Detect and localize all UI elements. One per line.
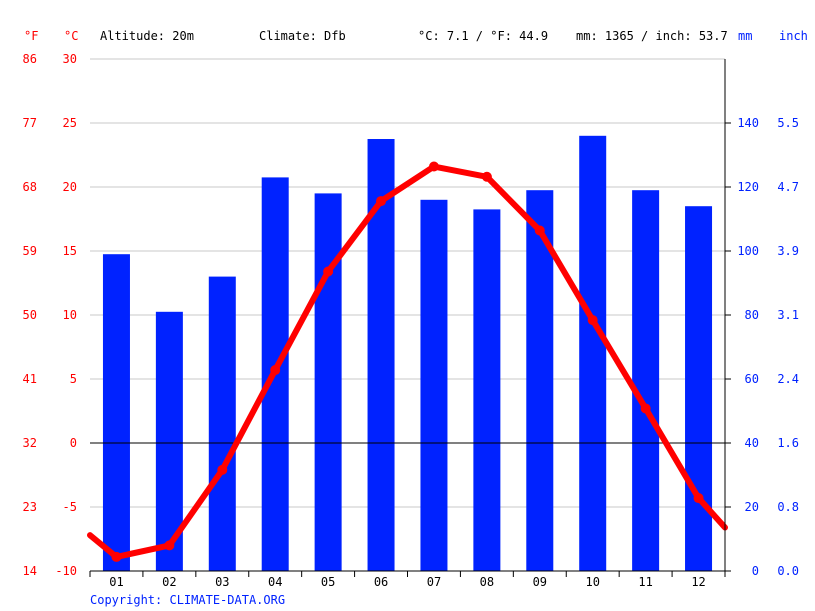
celsius-tick-label: 30: [63, 52, 77, 66]
mm-tick-label: 80: [745, 308, 759, 322]
precipitation-bar: [526, 190, 554, 571]
fahrenheit-tick-label: 41: [23, 372, 37, 386]
fahrenheit-tick-label: 50: [23, 308, 37, 322]
precipitation-total-label: mm: 1365 / inch: 53.7: [576, 29, 728, 43]
precipitation-bar: [208, 276, 236, 571]
unit-mm-label: mm: [738, 29, 752, 43]
inch-tick-label: 4.7: [777, 180, 799, 194]
temperature-point: [640, 403, 651, 414]
month-tick-label: 07: [427, 575, 441, 589]
inch-tick-label: 5.5: [777, 116, 799, 130]
mm-tick-label: 140: [737, 116, 759, 130]
temperature-average-label: °C: 7.1 / °F: 44.9: [418, 29, 548, 43]
month-tick-label: 12: [691, 575, 705, 589]
copyright-text: Copyright: CLIMATE-DATA.ORG: [90, 593, 285, 607]
temperature-point: [270, 365, 281, 376]
inch-tick-label: 3.9: [777, 244, 799, 258]
month-tick-label: 05: [321, 575, 335, 589]
fahrenheit-tick-label: 68: [23, 180, 37, 194]
fahrenheit-tick-label: 59: [23, 244, 37, 258]
celsius-tick-label: -10: [55, 564, 77, 578]
temperature-point: [534, 225, 545, 236]
fahrenheit-tick-label: 77: [23, 116, 37, 130]
mm-tick-label: 20: [745, 500, 759, 514]
precipitation-bar: [685, 206, 713, 571]
precipitation-bar: [473, 209, 501, 571]
celsius-tick-label: 25: [63, 116, 77, 130]
mm-tick-label: 100: [737, 244, 759, 258]
temperature-point: [217, 464, 228, 475]
month-tick-label: 01: [109, 575, 123, 589]
temperature-series-line: [87, 163, 728, 560]
mm-tick-label: 120: [737, 180, 759, 194]
precipitation-bar: [314, 193, 342, 571]
celsius-tick-label: 20: [63, 180, 77, 194]
fahrenheit-tick-label: 32: [23, 436, 37, 450]
month-tick-label: 03: [215, 575, 229, 589]
inch-tick-label: 3.1: [777, 308, 799, 322]
mm-tick-label: 0: [752, 564, 759, 578]
temperature-point: [376, 196, 387, 207]
left-axis-ticks: 14 -10 23 -5 32 0 41 5 50 10 59 15 68 20 77 25 86 30: [23, 52, 77, 578]
temperature-point: [587, 315, 598, 326]
temperature-line: [87, 161, 728, 562]
temperature-point: [111, 551, 122, 562]
fahrenheit-tick-label: 86: [23, 52, 37, 66]
month-tick-label: 04: [268, 575, 282, 589]
precipitation-bar: [632, 190, 660, 571]
month-tick-label: 08: [480, 575, 494, 589]
unit-inch-label: inch: [779, 29, 808, 43]
temperature-point: [323, 266, 334, 277]
right-axis-ticks: 0 0.0 20 0.8 40 1.6 60 2.4 80 3.1 100 3.9 120 4.7 140 5…: [725, 116, 799, 578]
celsius-tick-label: -5: [63, 500, 77, 514]
fahrenheit-tick-label: 23: [23, 500, 37, 514]
temperature-point: [164, 540, 175, 551]
month-tick-label: 06: [374, 575, 388, 589]
precipitation-bar: [102, 254, 130, 571]
unit-celsius-label: °C: [64, 29, 78, 43]
inch-tick-label: 0.8: [777, 500, 799, 514]
inch-tick-label: 2.4: [777, 372, 799, 386]
fahrenheit-tick-label: 14: [23, 564, 37, 578]
mm-tick-label: 60: [745, 372, 759, 386]
month-tick-label: 09: [533, 575, 547, 589]
celsius-tick-label: 15: [63, 244, 77, 258]
precipitation-bar: [420, 199, 448, 572]
temperature-point: [693, 493, 704, 504]
temperature-point: [481, 171, 492, 182]
month-tick-label: 10: [585, 575, 599, 589]
unit-fahrenheit-label: °F: [24, 29, 38, 43]
mm-tick-label: 40: [745, 436, 759, 450]
month-tick-label: 11: [638, 575, 652, 589]
inch-tick-label: 0.0: [777, 564, 799, 578]
celsius-tick-label: 0: [70, 436, 77, 450]
month-tick-label: 02: [162, 575, 176, 589]
x-axis-ticks: 01 02 03 04 05 06 07 08 09 10 11 12: [89, 571, 726, 589]
celsius-tick-label: 5: [70, 372, 77, 386]
inch-tick-label: 1.6: [777, 436, 799, 450]
celsius-tick-label: 10: [63, 308, 77, 322]
precipitation-bar: [579, 135, 607, 572]
climate-label: Climate: Dfb: [259, 29, 346, 43]
gridlines: [90, 58, 725, 508]
temperature-point: [428, 161, 439, 172]
altitude-label: Altitude: 20m: [100, 29, 194, 43]
